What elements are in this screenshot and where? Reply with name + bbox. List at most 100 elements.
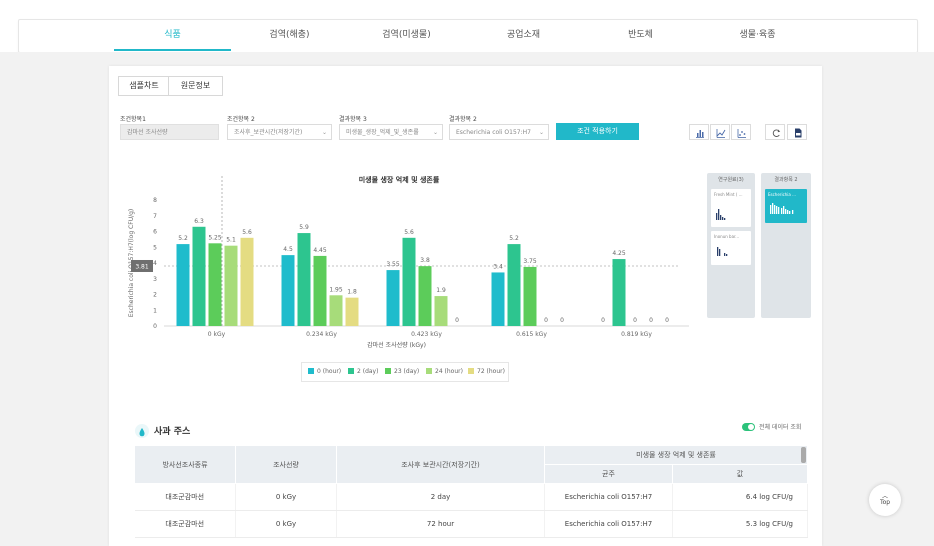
y-tick-label: 5	[153, 244, 157, 251]
legend-item[interactable]: 2 (day)	[348, 368, 378, 375]
data-label: 0	[633, 317, 637, 324]
chevron-down-icon: ⌄	[432, 129, 438, 136]
side-card-label: Escherichia ...	[768, 192, 796, 197]
y-tick-label: 6	[153, 229, 157, 236]
legend-label: 23 (day)	[394, 368, 420, 375]
x-axis-label: 감마선 조사선량 (kGy)	[367, 341, 426, 349]
header-value: 값	[672, 464, 808, 484]
refresh-icon	[772, 129, 781, 137]
cell-value: 5.3 log CFU/g	[672, 510, 808, 538]
data-label: 3.75	[523, 258, 537, 265]
bar	[192, 226, 206, 326]
refresh-button[interactable]	[765, 124, 785, 140]
cell-dose: 0 kGy	[235, 483, 337, 511]
bar-chart-button[interactable]	[689, 124, 709, 140]
toggle-switch[interactable]	[742, 423, 755, 431]
tab-bio-breeding[interactable]: 생물·육종	[739, 30, 776, 40]
header-storage-time: 조사후 보관시간(저장기간)	[336, 445, 545, 484]
y-tick-label: 2	[153, 292, 157, 299]
bar	[297, 233, 311, 326]
legend-item[interactable]: 0 (hour)	[308, 368, 341, 375]
y-tick-label: 7	[153, 213, 157, 220]
tab-food[interactable]: 식품	[164, 30, 181, 40]
bar	[176, 244, 190, 326]
legend-item[interactable]: 24 (hour)	[426, 368, 463, 375]
data-table: 방사선조사종류 조사선량 조사후 보관시간(저장기간) 미생물 생장 억제 및 …	[134, 445, 808, 538]
bar	[491, 272, 505, 326]
data-label: 1.8	[347, 289, 357, 296]
x-tick-label: 0.819 kGy	[621, 331, 652, 338]
bar-chart-icon	[696, 130, 704, 138]
section-title: 사과 주스	[154, 427, 191, 437]
bar	[208, 243, 222, 326]
side-panel-title: 연구원료(3)	[718, 177, 744, 183]
side-card-second[interactable]: Inonun bar...	[711, 231, 751, 265]
data-label: 3.55	[386, 261, 400, 268]
side-card-fresh-mint[interactable]: Fresh Mint ( ...	[711, 189, 751, 227]
water-drop-icon	[135, 424, 149, 438]
side-card-escherichia[interactable]: Escherichia ...	[765, 189, 807, 223]
data-label: 0	[455, 317, 459, 324]
tab-quarantine-pest[interactable]: 검역(해충)	[269, 30, 310, 40]
crosshair-value-label: 3.81	[135, 263, 149, 270]
y-tick-label: 1	[153, 307, 157, 314]
bar	[523, 266, 537, 326]
bar	[418, 266, 432, 326]
result3-select[interactable]: 미생물_생장_억제_및_생존률 ⌄	[339, 124, 443, 140]
cond1-label: 조건항목1	[120, 116, 146, 123]
line-chart-button[interactable]	[710, 124, 730, 140]
data-label: 5.6	[242, 229, 252, 236]
chevron-down-icon: ⌄	[538, 129, 544, 136]
cell-value: 6.4 log CFU/g	[672, 483, 808, 511]
tab-industrial-material[interactable]: 공업소재	[506, 30, 541, 40]
bar	[224, 245, 238, 326]
mini-chart-icon	[717, 247, 728, 256]
legend-label: 0 (hour)	[317, 368, 342, 375]
y-tick-label: 8	[153, 197, 157, 204]
bar	[313, 255, 327, 326]
bar	[507, 244, 521, 326]
bar	[345, 297, 359, 326]
scroll-top-button[interactable]: ︿ Top	[869, 484, 901, 516]
bar	[386, 270, 400, 326]
legend-item[interactable]: 23 (day)	[385, 368, 419, 375]
data-label: 3.8	[420, 257, 430, 264]
mini-chart-icon	[770, 203, 794, 214]
cond2-label: 조건항목 2	[227, 116, 255, 123]
data-label: 5.2	[178, 235, 188, 242]
table-scrollbar[interactable]	[801, 447, 806, 463]
cell-storage-time: 72 hour	[336, 510, 545, 538]
sample-chart-button[interactable]: 샘플차트	[118, 76, 170, 96]
result2-select[interactable]: Escherichia coli O157:H7 ⌄	[449, 124, 549, 140]
tab-semiconductor[interactable]: 반도체	[628, 30, 653, 40]
x-tick-label: 0 kGy	[208, 331, 226, 338]
cond2-value: 조사후_보관시간(저장기간)	[234, 129, 303, 136]
scatter-chart-button[interactable]	[731, 124, 751, 140]
cond2-select[interactable]: 조사후_보관시간(저장기간) ⌄	[227, 124, 332, 140]
data-label: 5.1	[226, 237, 236, 244]
legend-item[interactable]: 72 (hour)	[468, 368, 505, 375]
raw-info-button[interactable]: 원문정보	[168, 76, 223, 96]
data-label: 5.25	[208, 234, 222, 241]
pdf-download-button[interactable]	[787, 124, 807, 140]
header-growth-inhibition: 미생물 생장 억제 및 생존률	[544, 445, 808, 465]
chevron-down-icon: ⌄	[321, 129, 327, 136]
toggle-label: 전체 데이터 조회	[759, 424, 802, 431]
cond1-field: 감마선 조사선량	[120, 124, 219, 140]
side-panel-title: 결과항목 2	[774, 177, 798, 183]
data-label: 6.3	[194, 218, 204, 225]
bar	[434, 296, 448, 326]
bar	[240, 237, 254, 326]
y-tick-label: 4	[153, 260, 157, 267]
cell-storage-time: 2 day	[336, 483, 545, 511]
top-navigation: 식품 검역(해충) 검역(미생물) 공업소재 반도체 생물·육종	[18, 19, 918, 53]
tab-quarantine-microbe[interactable]: 검역(미생물)	[382, 30, 431, 40]
header-irradiation-type: 방사선조사종류	[134, 445, 236, 484]
apply-conditions-button[interactable]: 조건 적용하기	[556, 123, 639, 140]
side-panel-result-items: 결과항목 2 Escherichia ...	[761, 173, 811, 318]
legend-label: 24 (hour)	[435, 368, 463, 375]
data-label: 3.4	[493, 263, 503, 270]
data-label: 5.6	[404, 229, 414, 236]
cell-irradiation-type: 대조군감마선	[134, 483, 236, 511]
